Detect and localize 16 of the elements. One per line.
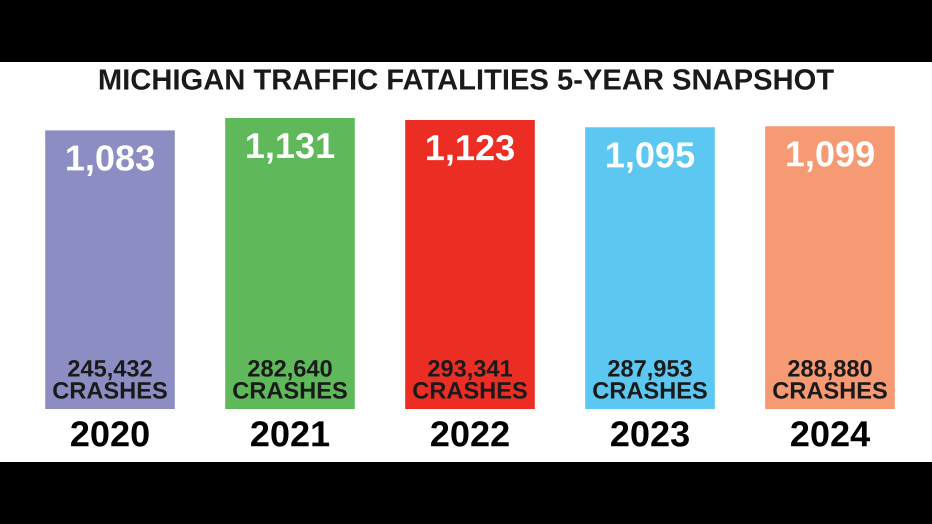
data-label: 1,123 <box>427 134 514 166</box>
x-tick-label: 2020 <box>71 421 149 447</box>
data-label: 1,083 <box>67 145 154 176</box>
data-label: 1,131 <box>247 132 334 164</box>
x-tick-label: 2024 <box>791 421 870 447</box>
annotation: 293,341 CRASHES <box>413 360 527 399</box>
annotation: 288,880 CRASHES <box>773 360 887 399</box>
data-label: 1,099 <box>787 141 874 172</box>
annotation: 245,432 CRASHES <box>53 360 167 399</box>
annotation: 282,640 CRASHES <box>233 360 347 399</box>
x-tick-label: 2021 <box>251 421 330 447</box>
chart-title: MICHIGAN TRAFFIC FATALITIES 5-YEAR SNAPSHOT <box>100 69 834 90</box>
annotation: 287,953 CRASHES <box>593 360 707 399</box>
x-tick-label: 2022 <box>431 421 509 447</box>
data-label: 1,095 <box>607 142 694 173</box>
x-tick-label: 2023 <box>611 421 689 447</box>
